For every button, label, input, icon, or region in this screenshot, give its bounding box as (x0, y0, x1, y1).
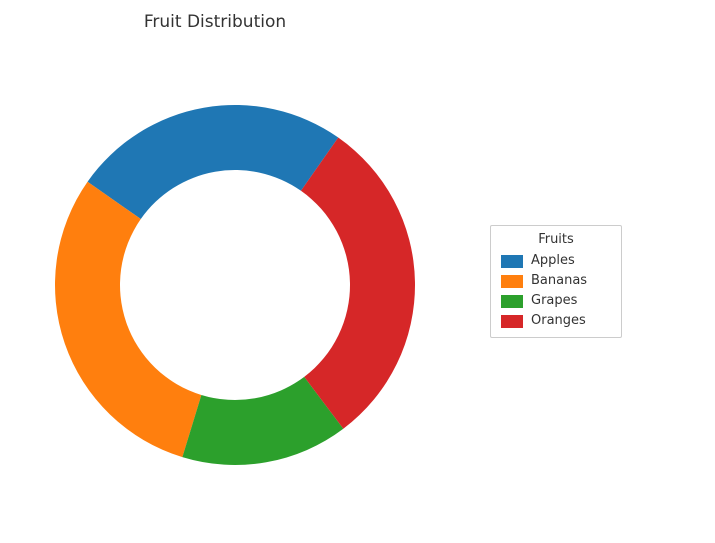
legend-swatch-icon (501, 255, 523, 268)
legend-item-apples: Apples (501, 251, 611, 271)
chart-title: Fruit Distribution (0, 12, 430, 32)
donut-slice-apples (88, 105, 339, 219)
donut-slice-bananas (55, 182, 201, 457)
legend-swatch-icon (501, 275, 523, 288)
legend-item-grapes: Grapes (501, 291, 611, 311)
chart-container: Fruit Distribution Fruits ApplesBananasG… (0, 0, 715, 543)
legend-item-bananas: Bananas (501, 271, 611, 291)
legend-item-label: Apples (531, 251, 575, 271)
legend-item-label: Grapes (531, 291, 577, 311)
legend-swatch-icon (501, 295, 523, 308)
legend-item-oranges: Oranges (501, 311, 611, 331)
legend-item-label: Oranges (531, 311, 586, 331)
legend-title: Fruits (501, 232, 611, 247)
legend-item-label: Bananas (531, 271, 587, 291)
legend: Fruits ApplesBananasGrapesOranges (490, 225, 622, 338)
donut-chart (40, 70, 460, 500)
legend-swatch-icon (501, 315, 523, 328)
donut-slice-oranges (301, 138, 415, 429)
